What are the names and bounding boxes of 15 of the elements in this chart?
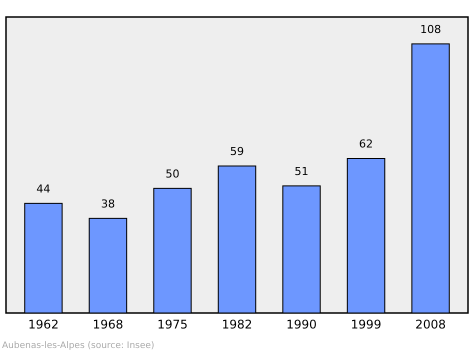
- data-label: 50: [165, 167, 180, 180]
- data-label: 51: [294, 164, 309, 178]
- x-tick-label: 1975: [157, 318, 188, 332]
- x-tick-label: 1962: [28, 318, 59, 332]
- data-label: 38: [100, 197, 115, 210]
- data-label: 108: [420, 22, 442, 36]
- x-tick-label: 2008: [415, 318, 446, 332]
- text: Aubenas-les-Alpes (source: Insee): [2, 341, 154, 351]
- x-tick-label: 1968: [92, 318, 124, 332]
- data-label: 44: [36, 182, 50, 196]
- x-tick-label: 1982: [222, 318, 252, 332]
- x-tick-label: 1999: [350, 318, 382, 332]
- data-label: 62: [359, 138, 374, 151]
- data-label: 59: [230, 144, 244, 158]
- x-tick-label: 1990: [286, 318, 317, 332]
